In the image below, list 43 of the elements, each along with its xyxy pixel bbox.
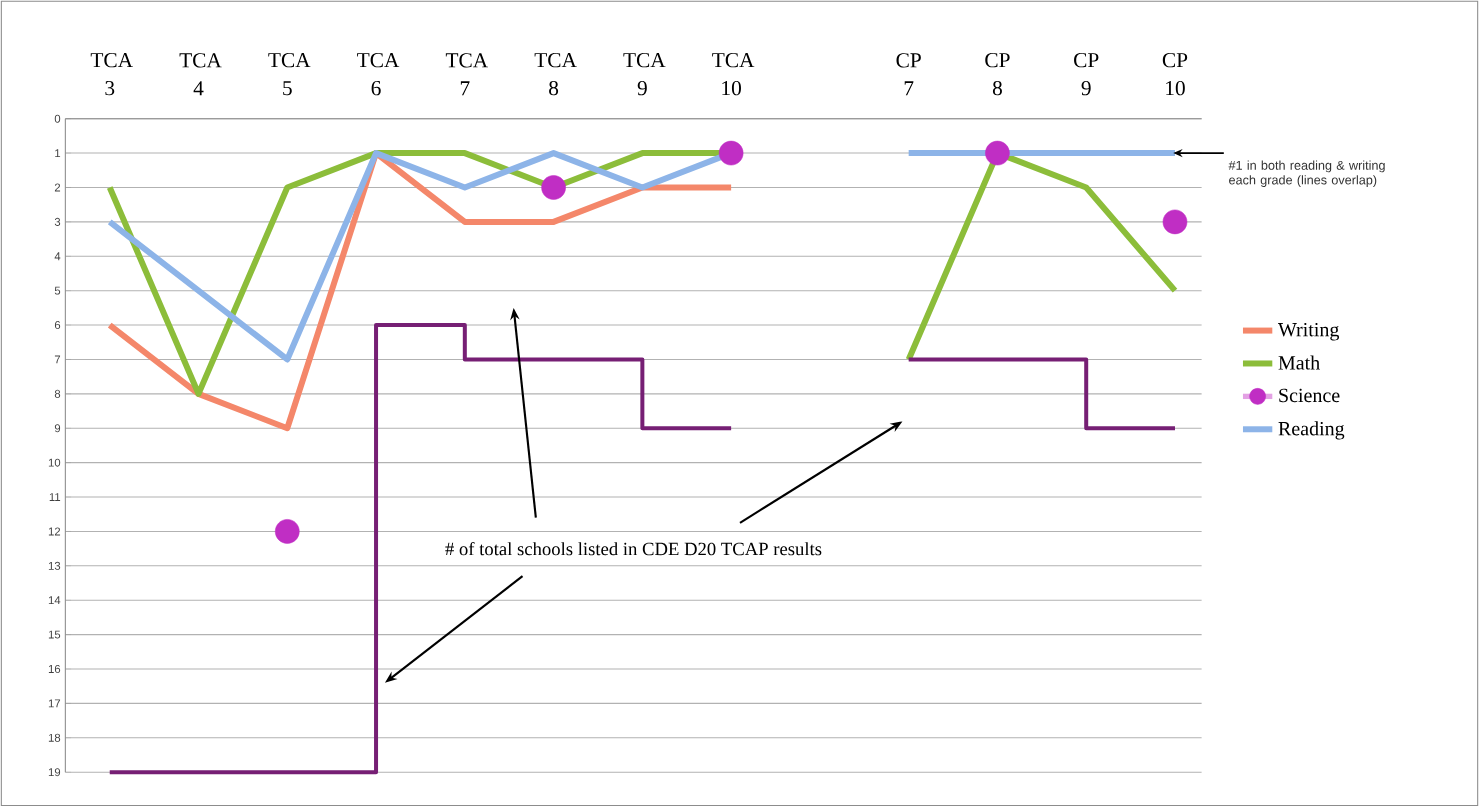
legend-label: Reading: [1278, 421, 1345, 440]
y-tick-label: 9: [54, 424, 61, 433]
y-tick-label: 17: [48, 699, 61, 708]
point: [1162, 209, 1188, 235]
annotation: #1 in both reading & writing each grade (lines overlap): [1228, 160, 1385, 188]
y-tick-label: 12: [48, 527, 61, 536]
x-tick-label: TCA 6: [357, 53, 400, 96]
y-tick-label: 1: [55, 149, 61, 158]
y-tick-label: 0: [54, 114, 61, 123]
y-tick-label: 16: [48, 665, 61, 674]
x-tick-label: CP 9: [1074, 53, 1099, 96]
x-tick-label: TCA 3: [90, 53, 133, 96]
y-tick-label: 6: [54, 321, 61, 330]
y-tick-label: 3: [54, 217, 61, 226]
legend-label: Math: [1278, 355, 1320, 370]
point: [985, 140, 1010, 166]
y-tick-label: 10: [48, 458, 61, 467]
legend-label: Science: [1279, 388, 1340, 403]
x-tick-label: TCA 7: [445, 53, 488, 96]
x-tick-label: CP 8: [985, 53, 1010, 96]
point: [275, 519, 300, 544]
y-tick-label: 7: [54, 355, 61, 364]
legend-label: Writing: [1278, 323, 1340, 341]
x-tick-label: TCA 8: [534, 53, 577, 96]
y-tick-label: 19: [48, 768, 61, 777]
point: [541, 175, 566, 200]
x-tick-label: TCA 5: [268, 53, 311, 96]
x-tick-label: CP 10: [1162, 53, 1188, 96]
y-tick-label: 4: [54, 252, 61, 261]
x-tick-label: TCA 10: [712, 53, 755, 96]
y-tick-label: 14: [48, 596, 61, 605]
y-tick-label: 15: [48, 630, 61, 639]
y-tick-label: 13: [48, 561, 61, 570]
y-tick-label: 8: [54, 389, 61, 398]
annotation: # of total schools listed in CDE D20 TCAP results: [445, 542, 822, 556]
x-tick-label: TCA 4: [179, 53, 222, 96]
x-tick-label: TCA 9: [623, 53, 666, 96]
y-tick-label: 2: [54, 183, 61, 192]
point: [718, 140, 744, 166]
y-tick-label: 11: [49, 493, 61, 502]
y-tick-label: 18: [48, 733, 61, 742]
y-tick-label: 5: [54, 286, 61, 295]
x-tick-label: CP 7: [896, 53, 921, 96]
